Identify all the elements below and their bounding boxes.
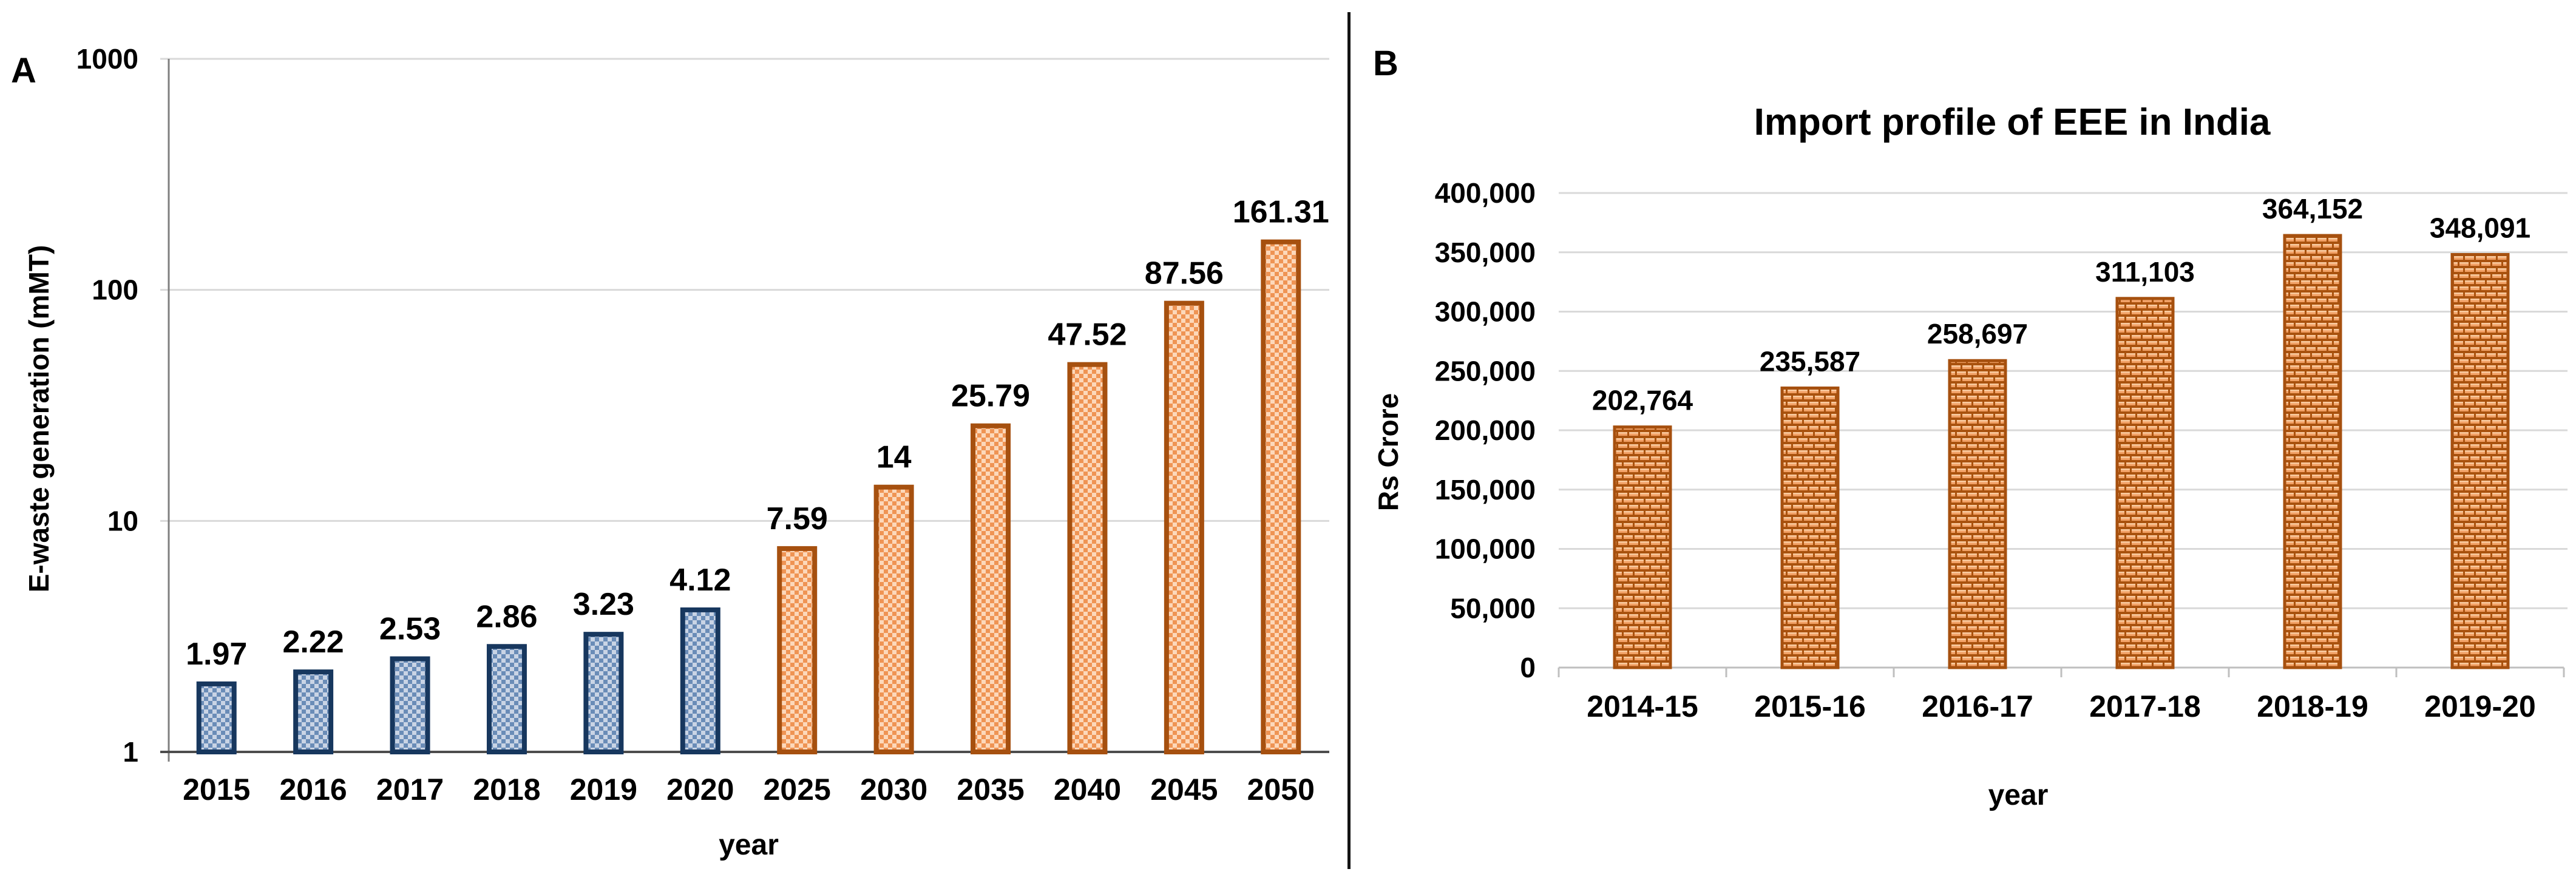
bar-2015	[196, 681, 237, 754]
x-tick-label: 2015-16	[1754, 689, 1866, 723]
bar-value-label: 364,152	[2262, 193, 2363, 225]
x-tick-label: 2025	[764, 773, 831, 807]
x-tick-label: 2018-19	[2257, 689, 2368, 723]
bar-value-label: 7.59	[767, 501, 828, 536]
x-tick-label: 2030	[860, 773, 927, 807]
bar-2018-19	[2283, 234, 2342, 669]
bar-2035	[971, 423, 1011, 754]
bar-value-label: 202,764	[1592, 385, 1693, 416]
bar-value-label: 1.97	[186, 637, 247, 672]
y-tick-label: 200,000	[1435, 414, 1536, 446]
panel-b-label: B	[1373, 44, 1398, 83]
x-tick-label: 2016-17	[1922, 689, 2033, 723]
bar-2017-18	[2115, 297, 2175, 669]
x-axis-title: year	[1988, 779, 2049, 811]
bar-2014-15	[1613, 425, 1672, 669]
bar-value-label: 348,091	[2430, 212, 2530, 243]
y-tick-label: 300,000	[1435, 296, 1536, 328]
bar-value-label: 2.86	[476, 599, 537, 634]
x-tick-label: 2019	[570, 773, 637, 807]
bar-2030	[873, 484, 914, 754]
bar-value-label: 311,103	[2095, 256, 2195, 288]
panel-a-label: A	[11, 51, 36, 90]
bar-value-label: 14	[876, 440, 912, 475]
bar-2040	[1067, 362, 1108, 754]
bar-2016-17	[1948, 359, 2007, 669]
y-tick-label: 100,000	[1435, 533, 1536, 565]
bar-value-label: 235,587	[1760, 345, 1860, 377]
x-tick-label: 2035	[957, 773, 1024, 807]
bar-value-label: 258,697	[1927, 318, 2028, 350]
bar-2015-16	[1780, 386, 1840, 669]
bar-2018	[486, 644, 527, 754]
x-tick-label: 2045	[1150, 773, 1218, 807]
x-tick-label: 2018	[473, 773, 540, 807]
bar-value-label: 2.53	[379, 612, 441, 647]
bar-value-label: 3.23	[573, 587, 634, 622]
ewaste-generation-chart: 1 10 100 1000 1.97 2015 2.22 2016 2.53 2017 2.86 20…	[23, 43, 1329, 861]
chart-title: Import profile of EEE in India	[1754, 101, 2271, 143]
y-tick-label: 150,000	[1435, 474, 1536, 506]
bar-value-label: 87.56	[1145, 256, 1224, 291]
bar-2016	[293, 669, 334, 754]
bar-2020	[680, 607, 720, 755]
bar-2019-20	[2450, 252, 2510, 669]
y-tick-label: 1000	[76, 43, 138, 75]
y-tick-label: 350,000	[1435, 237, 1536, 268]
y-tick-label: 400,000	[1435, 177, 1536, 209]
bar-value-label: 47.52	[1048, 317, 1127, 353]
x-tick-label: 2014-15	[1587, 689, 1698, 723]
x-tick-label: 2017-18	[2089, 689, 2201, 723]
y-axis-title: E-waste generation (mMT)	[23, 245, 55, 593]
x-tick-label: 2016	[280, 773, 347, 807]
y-tick-label: 1	[123, 736, 138, 768]
x-axis-title: year	[719, 829, 779, 861]
bar-value-label: 25.79	[951, 379, 1030, 414]
bar-2050	[1261, 239, 1301, 754]
x-tick-label: 2017	[376, 773, 444, 807]
panel-divider-line	[1347, 12, 1351, 869]
bar-value-label: 161.31	[1233, 195, 1329, 230]
bar-2017	[390, 656, 430, 754]
bar-2045	[1164, 300, 1204, 754]
import-profile-chart: Import profile of EEE in India 0 50,000 100…	[1372, 101, 2568, 811]
bar-value-label: 4.12	[669, 563, 731, 598]
y-tick-label: 50,000	[1450, 592, 1536, 624]
y-axis-title: Rs Crore	[1372, 393, 1404, 511]
x-tick-label: 2040	[1054, 773, 1121, 807]
x-tick-label: 2020	[666, 773, 734, 807]
y-tick-label: 0	[1520, 652, 1536, 683]
bar-2025	[777, 546, 818, 755]
y-tick-label: 250,000	[1435, 355, 1536, 387]
bar-value-label: 2.22	[283, 624, 344, 660]
y-tick-label: 100	[92, 274, 138, 306]
bar-2019	[583, 632, 624, 754]
x-tick-label: 2015	[183, 773, 250, 807]
x-tick-label: 2050	[1247, 773, 1315, 807]
y-tick-label: 10	[107, 505, 138, 536]
x-tick-label: 2019-20	[2424, 689, 2536, 723]
